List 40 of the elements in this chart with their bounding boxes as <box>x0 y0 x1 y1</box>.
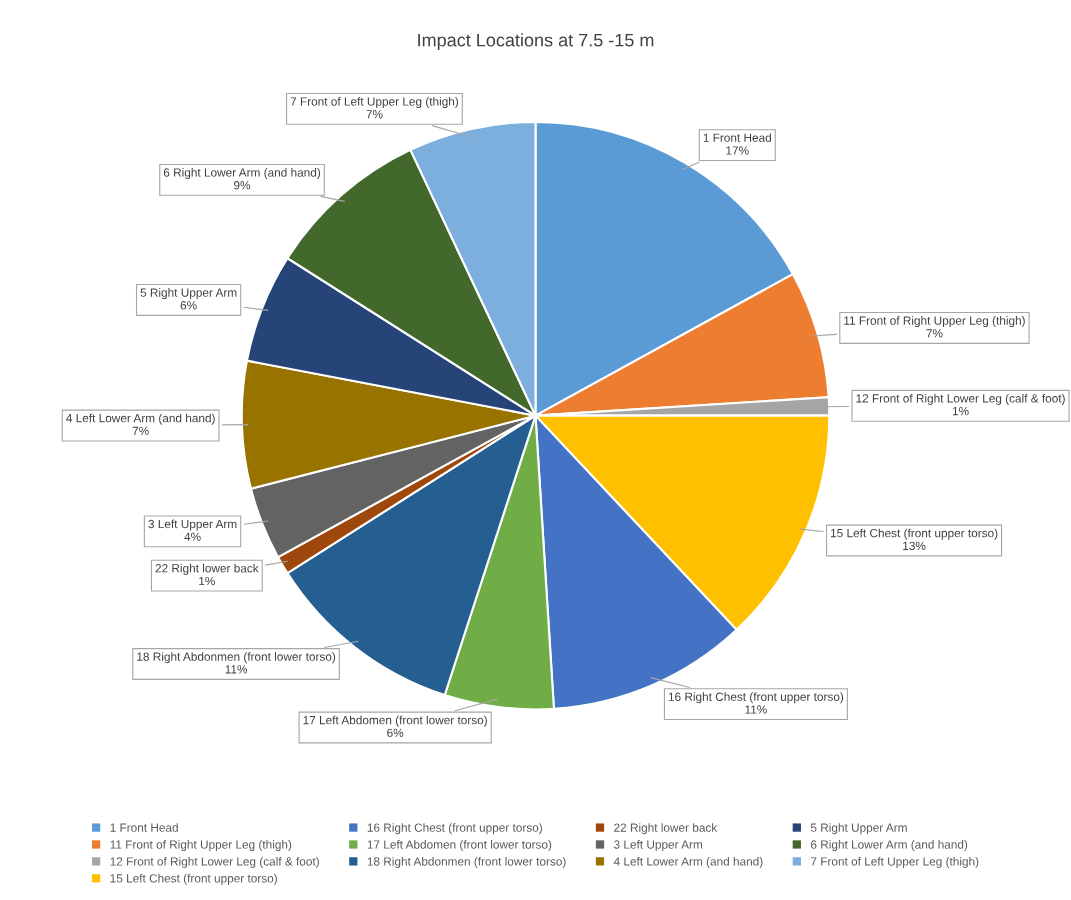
data-label: 6% <box>387 728 404 738</box>
slice-label: 5 Right Upper Arm <box>140 288 237 300</box>
slice-label: 1 Front Head <box>703 133 771 142</box>
legend-label: 4 Left Lower Arm (and hand) <box>613 856 763 868</box>
data-label: 4% <box>184 532 201 541</box>
data-label: 7% <box>366 110 383 119</box>
data-label: 11% <box>225 665 248 674</box>
slice-label: 3 Left Upper Arm <box>148 519 237 531</box>
slice-label: 4 Left Lower Arm (and hand) <box>66 413 215 425</box>
data-label: 6% <box>180 301 197 310</box>
legend-label: 6 Right Lower Arm (and hand) <box>810 840 968 852</box>
slice-label: 15 Left Chest (front upper torso) <box>830 528 998 540</box>
legend-label: 5 Right Upper Arm <box>810 823 907 835</box>
legend-label: 7 Front of Left Upper Leg (thigh) <box>811 856 979 868</box>
slice-label: 6 Right Lower Arm (and hand) <box>163 168 321 180</box>
data-label: 1% <box>952 407 969 416</box>
data-label: 11% <box>745 705 767 714</box>
data-label: 9% <box>234 181 251 190</box>
slice-label: 12 Front of Right Lower Leg (calf & foot) <box>856 393 1065 405</box>
legend-label: 12 Front of Right Lower Leg (calf & foot) <box>110 856 319 868</box>
slice-label: 17 Left Abdomen (front lower torso) <box>303 715 487 727</box>
legend-label: 18 Right Abdonmen (front lower torso) <box>367 856 566 868</box>
slice-label: 18 Right Abdonmen (front lower torso) <box>137 652 336 664</box>
slice-label: 22 Right lower back <box>155 563 259 575</box>
data-label: 7% <box>132 426 149 436</box>
data-label: 13% <box>903 541 926 551</box>
chart-title: Impact Locations at 7.5 -15 m <box>418 33 654 51</box>
data-label: 1% <box>199 576 215 586</box>
data-label: 7% <box>926 329 943 338</box>
legend-label: 16 Right Chest (front upper torso) <box>367 823 542 835</box>
legend-label: 11 Front of Right Upper Leg (thigh) <box>110 840 292 852</box>
slice-label: 16 Right Chest (front upper torso) <box>668 692 844 704</box>
data-label: 17% <box>726 146 749 155</box>
legend-label: 3 Left Upper Arm <box>614 840 703 852</box>
slice-label: 7 Front of Left Upper Leg (thigh) <box>290 97 459 109</box>
legend-label: 1 Front Head <box>110 823 178 832</box>
slice-label: 11 Front of Right Upper Leg (thigh) <box>844 316 1025 328</box>
legend-label: 22 Right lower back <box>614 823 718 835</box>
legend-label: 17 Left Abdomen (front lower torso) <box>367 840 552 852</box>
legend-label: 15 Left Chest (front upper torso) <box>110 873 277 885</box>
